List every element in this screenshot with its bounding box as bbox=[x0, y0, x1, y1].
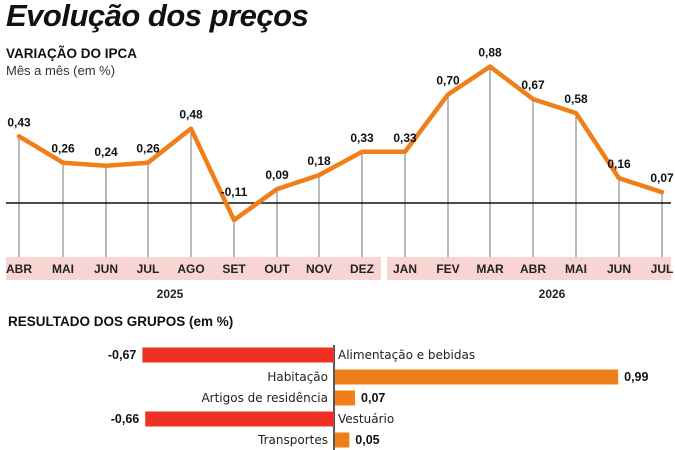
month-label: JAN bbox=[393, 262, 417, 276]
month-label: AGO bbox=[177, 262, 204, 276]
year-label: 2026 bbox=[539, 287, 566, 301]
data-label: 0,48 bbox=[179, 108, 203, 122]
data-label: -0,11 bbox=[221, 185, 248, 199]
bar-category-label: Alimentação e bebidas bbox=[338, 348, 475, 362]
bar bbox=[335, 369, 619, 385]
data-label: 0,33 bbox=[350, 131, 374, 145]
line-chart-title: VARIAÇÃO DO IPCA bbox=[6, 46, 138, 61]
data-label: 0,16 bbox=[607, 157, 631, 171]
main-title: Evolução dos preços bbox=[6, 0, 309, 33]
month-label: DEZ bbox=[350, 262, 374, 276]
line-chart-subtitle: Mês a mês (em %) bbox=[6, 63, 116, 78]
bar-value-label: -0,66 bbox=[111, 412, 140, 426]
data-label: 0,07 bbox=[650, 171, 674, 185]
bar bbox=[335, 390, 356, 406]
month-label: JUL bbox=[137, 262, 160, 276]
month-band-2025 bbox=[6, 257, 381, 280]
bar bbox=[145, 411, 334, 427]
bar-category-label: Habitação bbox=[267, 370, 328, 384]
bar-category-label: Artigos de residência bbox=[201, 391, 328, 405]
bar-category-label: Vestuário bbox=[338, 412, 394, 426]
data-label: 0,24 bbox=[94, 145, 118, 159]
month-label: MAI bbox=[565, 262, 587, 276]
data-label: 0,26 bbox=[136, 142, 160, 156]
month-label: FEV bbox=[436, 262, 459, 276]
month-band-2026 bbox=[387, 257, 671, 280]
month-label: JUL bbox=[651, 262, 674, 276]
month-label: MAI bbox=[52, 262, 74, 276]
bar bbox=[142, 347, 334, 363]
bar-chart-title: RESULTADO DOS GRUPOS (em %) bbox=[8, 314, 234, 329]
data-label: 0,70 bbox=[436, 74, 460, 88]
month-label: SET bbox=[222, 262, 246, 276]
data-label: 0,58 bbox=[564, 92, 588, 106]
data-label: 0,26 bbox=[51, 142, 75, 156]
data-label: 0,09 bbox=[265, 168, 289, 182]
month-label: OUT bbox=[264, 262, 290, 276]
data-label: 0,88 bbox=[478, 46, 502, 60]
month-label: JUN bbox=[94, 262, 118, 276]
data-label: 0,43 bbox=[7, 115, 31, 129]
bar-category-label: Transportes bbox=[257, 433, 328, 447]
year-label: 2025 bbox=[157, 287, 184, 301]
data-label: 0,18 bbox=[307, 154, 331, 168]
data-label: 0,33 bbox=[393, 131, 417, 145]
month-label: ABR bbox=[520, 262, 546, 276]
month-label: ABR bbox=[6, 262, 32, 276]
bar bbox=[335, 432, 350, 448]
month-label: MAR bbox=[476, 262, 504, 276]
bar-value-label: -0,67 bbox=[108, 348, 137, 362]
data-label: 0,67 bbox=[521, 78, 545, 92]
bar-value-label: 0,07 bbox=[361, 391, 385, 405]
bar-value-label: 0,05 bbox=[355, 433, 379, 447]
bar-value-label: 0,99 bbox=[624, 370, 648, 384]
ipca-series-line bbox=[16, 64, 665, 223]
month-label: NOV bbox=[306, 262, 332, 276]
month-label: JUN bbox=[607, 262, 631, 276]
